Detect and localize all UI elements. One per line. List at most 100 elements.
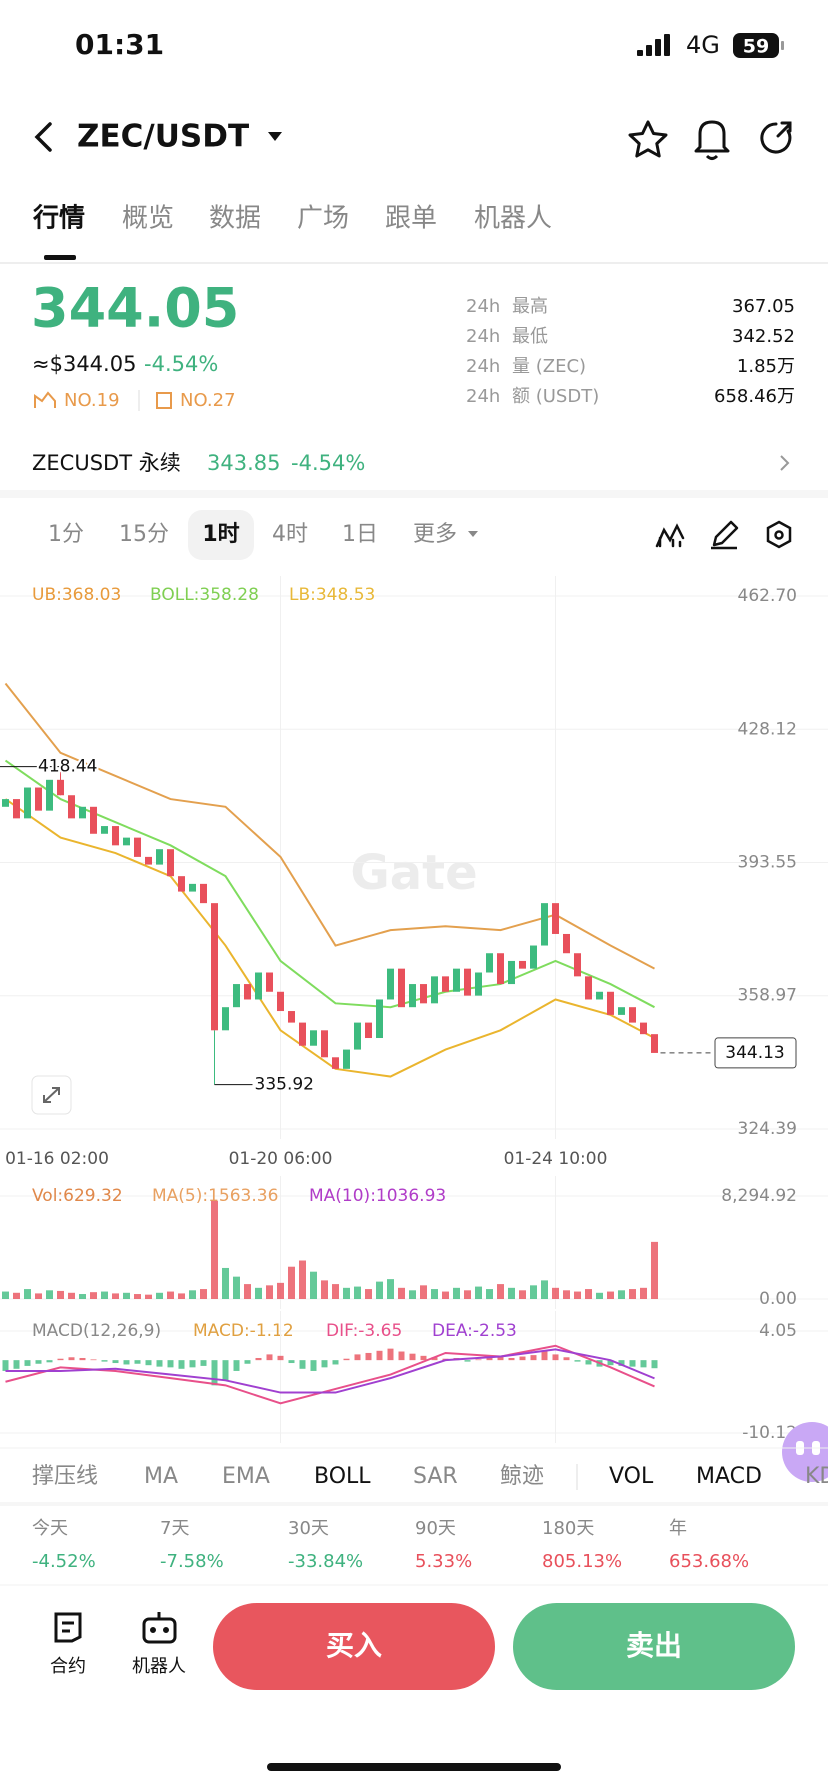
contract-label[interactable]: 合约	[50, 1656, 86, 1677]
indicator-tab[interactable]: MA	[144, 1464, 178, 1489]
volume-bar	[167, 1291, 174, 1299]
candle	[2, 799, 9, 807]
macd-bar	[629, 1360, 636, 1367]
indicator-tool[interactable]	[655, 523, 685, 548]
volume-bar	[2, 1291, 9, 1299]
contract-icon[interactable]	[54, 1612, 82, 1643]
stat-period: 24h	[466, 356, 500, 377]
interval-tab[interactable]: 1分	[48, 522, 84, 547]
share-button[interactable]	[760, 121, 792, 154]
assistant-bubble[interactable]	[782, 1422, 828, 1482]
robot-label[interactable]: 机器人	[132, 1656, 186, 1677]
macd-bar	[178, 1360, 185, 1369]
volume-bar	[178, 1293, 185, 1299]
candle	[519, 960, 526, 969]
macd-bar	[332, 1360, 339, 1365]
y-tick-label: -10.12	[742, 1423, 797, 1443]
indicator-label: Vol:629.32	[32, 1186, 123, 1206]
clock: 01:31	[75, 28, 164, 61]
pair-title[interactable]: ZEC/USDT	[77, 119, 249, 155]
indicator-line	[4, 759, 655, 1009]
candle	[563, 933, 570, 954]
tab[interactable]: 行情	[32, 203, 85, 234]
tab[interactable]: 概览	[122, 204, 174, 234]
indicator-tab[interactable]: VOL	[609, 1464, 654, 1489]
volume-bar	[387, 1279, 394, 1299]
tab[interactable]: 跟单	[385, 204, 437, 234]
macd-bar	[101, 1360, 108, 1362]
back-button[interactable]	[34, 122, 52, 152]
candle	[387, 968, 394, 1000]
indicator-tab[interactable]: 鲸迹	[500, 1464, 544, 1489]
volume-bar	[508, 1287, 515, 1299]
buy-label[interactable]: 买入	[326, 1629, 382, 1662]
candle	[332, 1057, 339, 1069]
indicator-tab[interactable]: KD	[805, 1464, 828, 1489]
buy-button[interactable]	[213, 1603, 495, 1690]
volume-bar	[211, 1200, 218, 1299]
volume-bar	[288, 1266, 295, 1299]
indicator-tab[interactable]: MACD	[696, 1464, 762, 1489]
period-label: 180天	[542, 1518, 594, 1539]
settings-tool[interactable]	[766, 520, 792, 549]
volume-bar	[651, 1241, 658, 1299]
macd-bar	[508, 1357, 515, 1361]
indicator-tab[interactable]: EMA	[222, 1464, 270, 1489]
indicator-label: DEA:-2.53	[432, 1321, 517, 1341]
y-tick-label: 358.97	[738, 986, 797, 1006]
indicator-tab[interactable]: SAR	[413, 1464, 458, 1489]
macd-bar	[2, 1360, 9, 1371]
stat-label: 最高	[512, 296, 548, 317]
candle	[35, 787, 42, 811]
robot-icon[interactable]	[142, 1612, 177, 1644]
macd-bar	[387, 1348, 394, 1361]
rank-hot[interactable]: NO.19	[64, 390, 120, 411]
volume-bar	[13, 1292, 20, 1299]
perp-name[interactable]: ZECUSDT 永续	[32, 451, 181, 475]
favorite-button[interactable]	[628, 120, 668, 158]
pair-dropdown[interactable]	[268, 132, 282, 141]
candle	[508, 960, 515, 985]
candle	[442, 976, 449, 992]
period-change: 653.68%	[669, 1551, 749, 1572]
macd-bar	[552, 1354, 559, 1361]
stat-value: 342.52	[732, 326, 795, 347]
battery-level: 59	[743, 36, 769, 58]
candle	[629, 1007, 636, 1023]
interval-tab[interactable]: 1日	[342, 522, 378, 547]
interval-tab[interactable]: 1时	[202, 522, 239, 547]
period-change: 5.33%	[415, 1551, 472, 1572]
interval-tab[interactable]: 4时	[272, 522, 308, 547]
sell-button[interactable]	[513, 1603, 795, 1690]
tab[interactable]: 机器人	[474, 204, 552, 234]
candle	[651, 1034, 658, 1053]
interval-tab[interactable]: 更多	[413, 522, 457, 547]
volume-bar	[310, 1271, 317, 1299]
candle	[376, 999, 383, 1039]
volume-bar	[277, 1282, 284, 1299]
y-tick-label: 0.00	[759, 1289, 797, 1309]
rank-cap[interactable]: NO.27	[180, 390, 236, 411]
chevron[interactable]	[780, 455, 790, 471]
high-label: 418.44	[38, 757, 97, 777]
macd-bar	[475, 1359, 482, 1361]
more-dropdown[interactable]	[468, 531, 478, 537]
volume-bar	[563, 1290, 570, 1299]
volume-bar	[530, 1285, 537, 1299]
candle	[101, 826, 108, 834]
draw-tool[interactable]	[711, 520, 739, 550]
interval-tab[interactable]: 15分	[119, 522, 169, 547]
candle	[596, 991, 603, 1000]
tab[interactable]: 数据	[209, 204, 261, 234]
indicator-tab[interactable]: 撑压线	[32, 1464, 98, 1489]
period-change: -4.52%	[32, 1551, 96, 1572]
macd-bar	[244, 1360, 251, 1364]
y-tick-label: 462.70	[738, 586, 797, 606]
y-tick-label: 428.12	[738, 719, 797, 739]
indicator-tab[interactable]: BOLL	[314, 1464, 371, 1489]
tab[interactable]: 广场	[297, 204, 349, 234]
alert-button[interactable]	[694, 120, 730, 160]
indicator-label: MACD(12,26,9)	[32, 1321, 161, 1341]
sell-label[interactable]: 卖出	[626, 1629, 682, 1662]
